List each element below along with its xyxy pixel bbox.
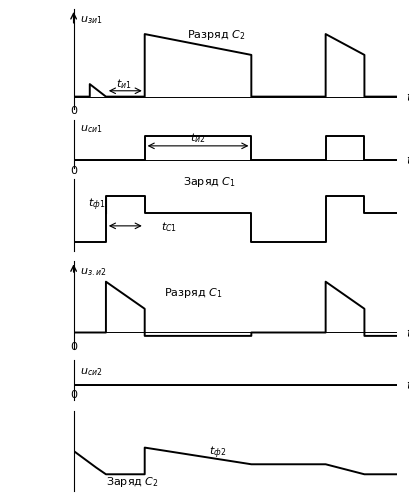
Text: $t$: $t$ [407, 154, 409, 167]
Text: $t_{C1}$: $t_{C1}$ [161, 220, 177, 233]
Text: $t_{и1}$: $t_{и1}$ [116, 77, 132, 90]
Text: $t_{ф2}$: $t_{ф2}$ [209, 444, 227, 460]
Text: Разряд $C_1$: Разряд $C_1$ [164, 286, 222, 300]
Text: $u_{з.и2}$: $u_{з.и2}$ [80, 265, 106, 277]
Text: $t_{и2}$: $t_{и2}$ [190, 131, 206, 144]
Text: $t_{ф1}$: $t_{ф1}$ [88, 196, 105, 212]
Text: $u_{си2}$: $u_{си2}$ [80, 365, 103, 377]
Text: 0: 0 [70, 341, 77, 351]
Text: Заряд $C_2$: Заряд $C_2$ [106, 474, 159, 488]
Text: $t$: $t$ [407, 379, 409, 391]
Text: $t$: $t$ [407, 91, 409, 104]
Text: 0: 0 [70, 390, 77, 400]
Text: $t$: $t$ [407, 326, 409, 339]
Text: 0: 0 [70, 165, 77, 175]
Text: Заряд $C_1$: Заряд $C_1$ [183, 175, 236, 189]
Text: Разряд $C_2$: Разряд $C_2$ [187, 28, 245, 42]
Text: $u_{си1}$: $u_{си1}$ [80, 123, 103, 134]
Text: 0: 0 [70, 106, 77, 116]
Text: $u_{зи1}$: $u_{зи1}$ [80, 14, 103, 26]
